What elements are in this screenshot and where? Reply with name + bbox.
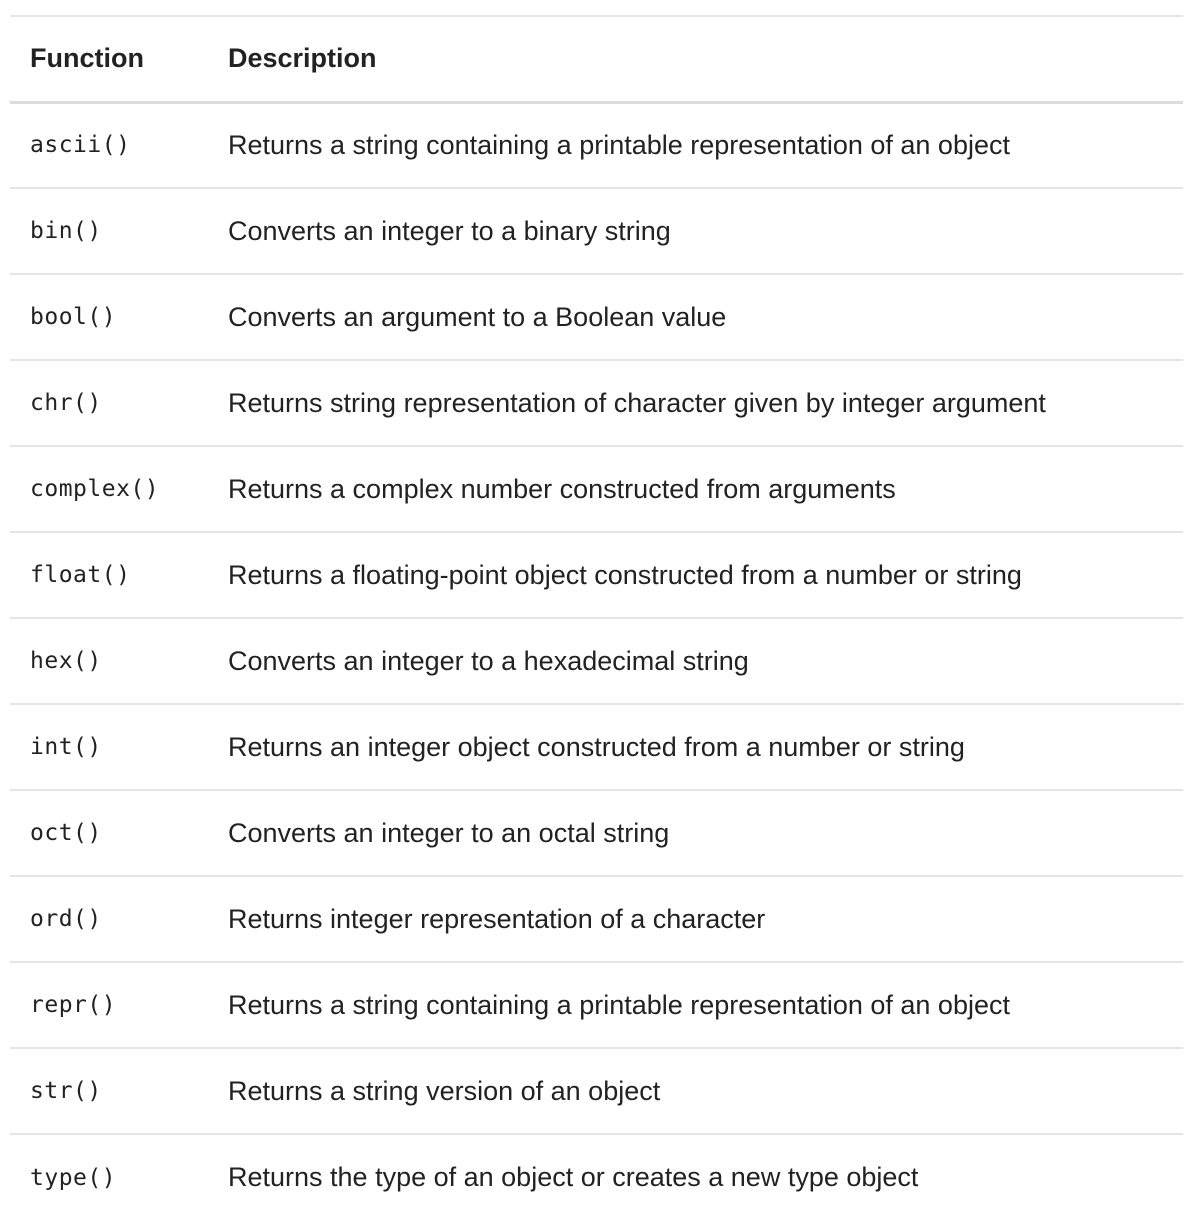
table-header: Function Description — [10, 16, 1183, 102]
table-row: bin() Converts an integer to a binary st… — [10, 188, 1183, 274]
function-name: chr() — [30, 390, 102, 416]
function-description: Returns an integer object constructed fr… — [228, 731, 965, 762]
function-name: float() — [30, 562, 131, 588]
table-body: ascii() Returns a string containing a pr… — [10, 102, 1183, 1220]
function-description: Converts an integer to a binary string — [228, 215, 671, 246]
table-row: repr() Returns a string containing a pri… — [10, 962, 1183, 1048]
table-row: ascii() Returns a string containing a pr… — [10, 102, 1183, 188]
table-row: int() Returns an integer object construc… — [10, 704, 1183, 790]
function-description: Returns the type of an object or creates… — [228, 1162, 919, 1192]
function-name: oct() — [30, 820, 102, 846]
function-name: ord() — [30, 906, 102, 932]
table-row: ord() Returns integer representation of … — [10, 876, 1183, 962]
function-name: type() — [30, 1164, 117, 1191]
table-row: bool() Converts an argument to a Boolean… — [10, 274, 1183, 360]
function-name: ascii() — [30, 132, 131, 159]
function-description: Returns a string version of an object — [228, 1075, 661, 1106]
table-row: complex() Returns a complex number const… — [10, 446, 1183, 532]
function-name: str() — [30, 1078, 102, 1104]
function-name: repr() — [30, 992, 117, 1018]
function-name: hex() — [30, 648, 102, 674]
function-description: Converts an integer to an octal string — [228, 817, 670, 848]
function-name: int() — [30, 734, 102, 760]
function-description: Converts an integer to a hexadecimal str… — [228, 645, 749, 676]
function-description: Converts an argument to a Boolean value — [228, 301, 727, 332]
function-name: bin() — [30, 218, 102, 244]
header-row: Function Description — [10, 16, 1183, 102]
function-description: Returns a complex number constructed fro… — [228, 473, 896, 504]
header-description: Description — [228, 43, 377, 74]
function-description: Returns a string containing a printable … — [228, 129, 1010, 160]
function-description: Returns a floating-point object construc… — [228, 559, 1022, 590]
functions-table-container: Function Description ascii() Returns a s… — [10, 15, 1183, 1220]
table-row: hex() Converts an integer to a hexadecim… — [10, 618, 1183, 704]
function-name: complex() — [30, 476, 160, 502]
function-description: Returns a string containing a printable … — [228, 989, 1010, 1020]
function-name: bool() — [30, 304, 117, 330]
functions-table: Function Description ascii() Returns a s… — [10, 15, 1183, 1220]
table-row: oct() Converts an integer to an octal st… — [10, 790, 1183, 876]
function-description: Returns string representation of charact… — [228, 387, 1046, 418]
table-row: float() Returns a floating-point object … — [10, 532, 1183, 618]
table-row: str() Returns a string version of an obj… — [10, 1048, 1183, 1134]
header-function: Function — [30, 43, 144, 74]
table-row: chr() Returns string representation of c… — [10, 360, 1183, 446]
function-description: Returns integer representation of a char… — [228, 903, 766, 934]
table-row: type() Returns the type of an object or … — [10, 1134, 1183, 1220]
